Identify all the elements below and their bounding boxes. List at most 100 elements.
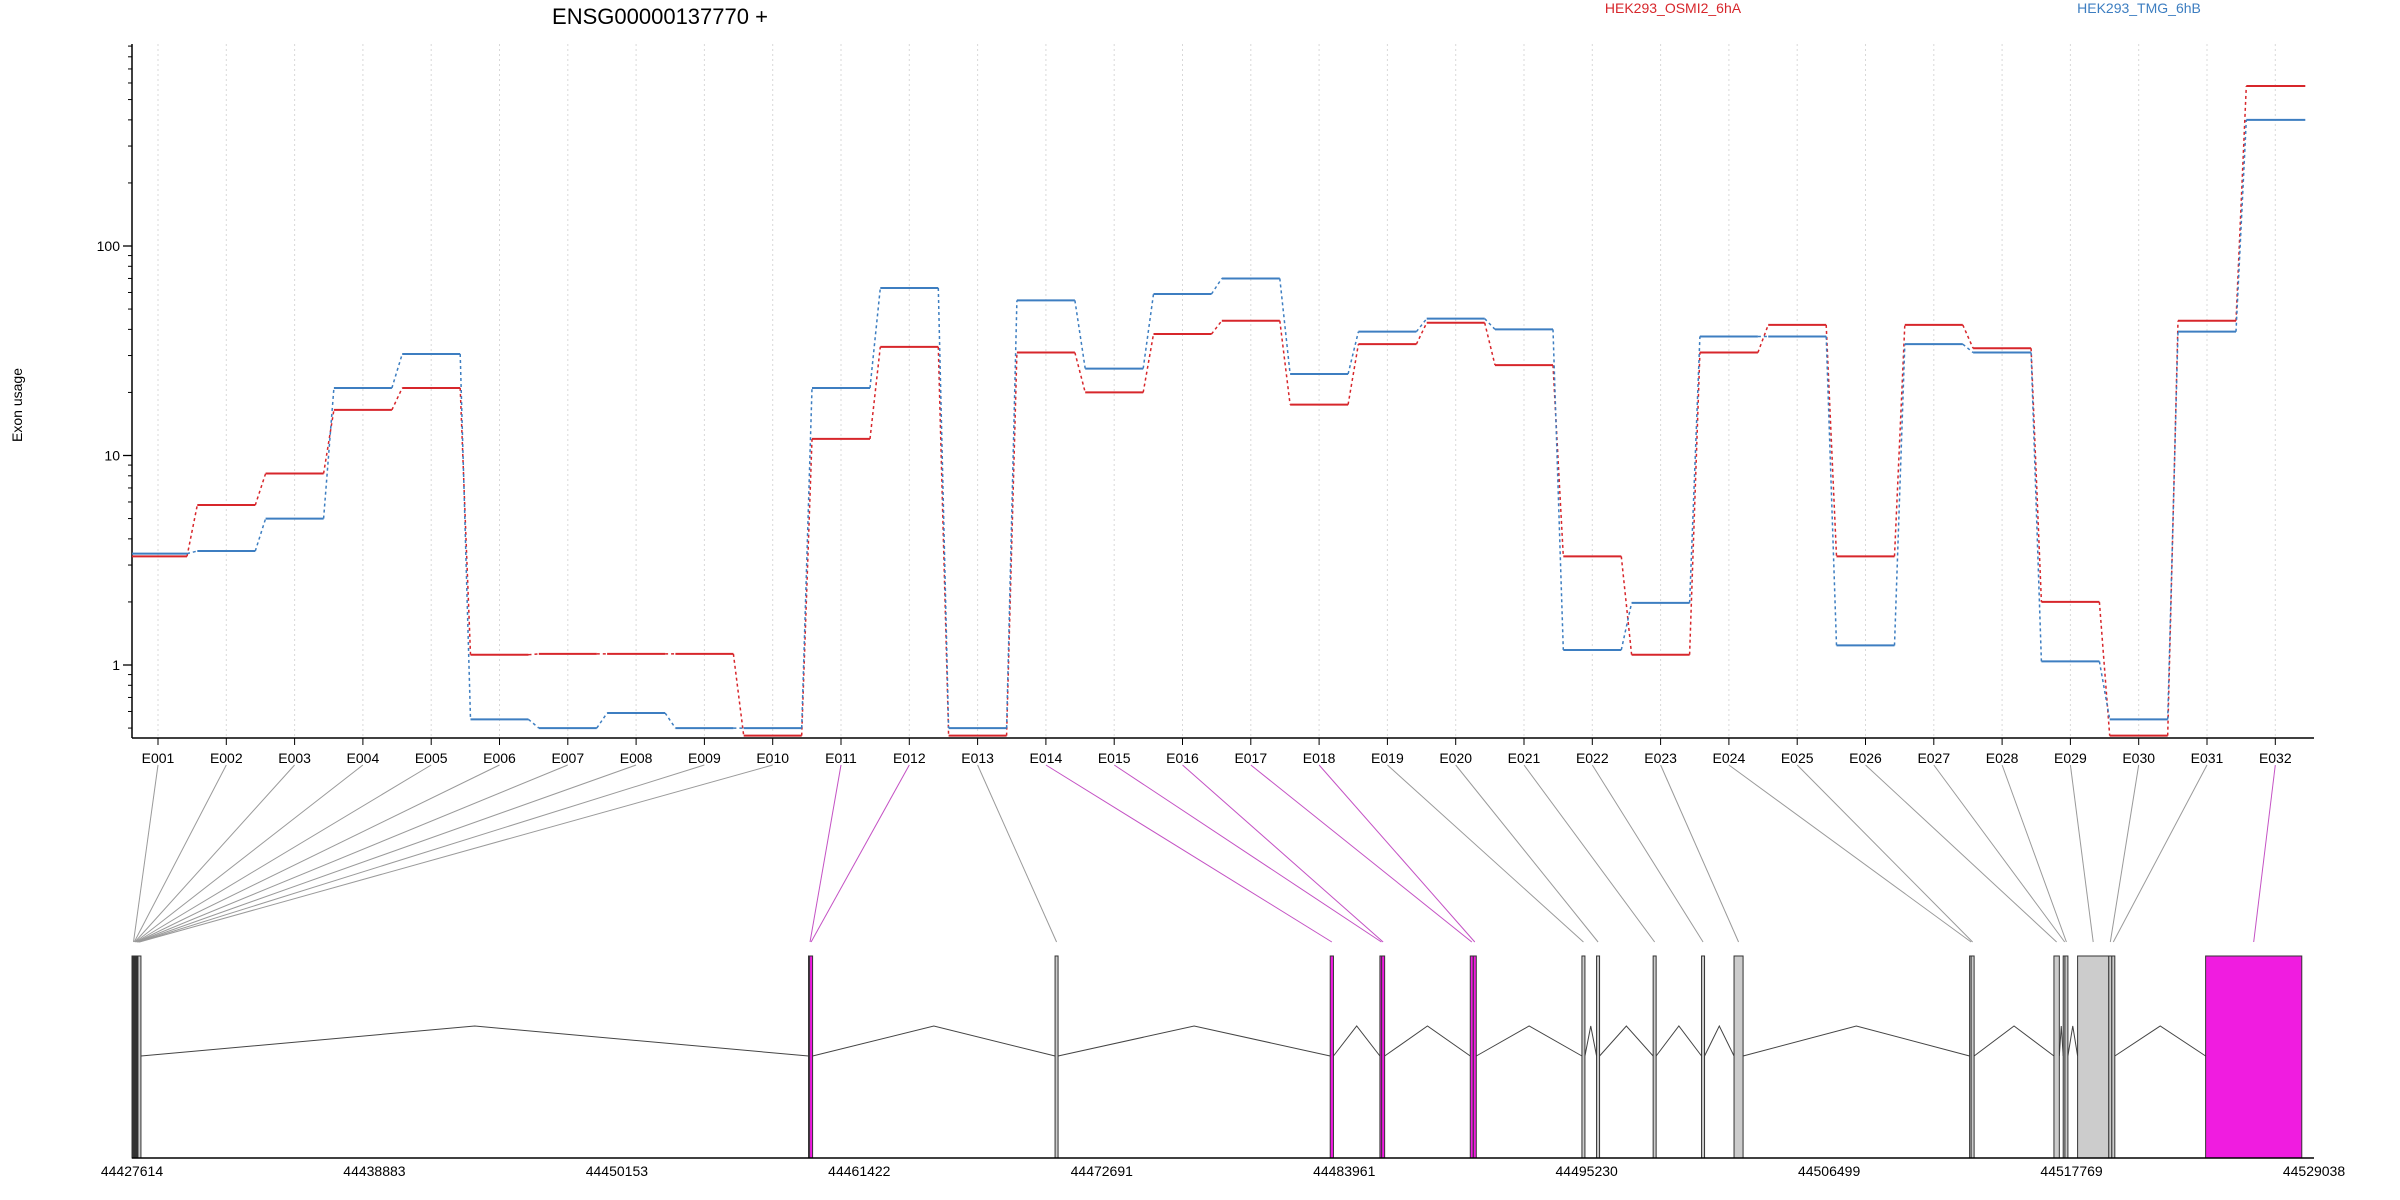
connector-segment [459, 354, 472, 720]
exon-connector [809, 764, 842, 943]
exon-connector [133, 764, 159, 943]
x-tick-label: E022 [1576, 750, 1609, 766]
exon-connector [1387, 764, 1584, 943]
x-tick-label: E010 [756, 750, 789, 766]
genomic-tick-label: 44438883 [343, 1163, 406, 1179]
x-tick-label: E024 [1713, 750, 1746, 766]
exon-connector [1728, 764, 1972, 943]
exon-connector [137, 764, 637, 943]
x-tick-label: E014 [1030, 750, 1063, 766]
exon-connector [1933, 764, 2066, 943]
connector-segment [1210, 320, 1223, 335]
exon-connector [1796, 764, 1973, 943]
exon-connector [139, 764, 773, 943]
exon-connector [2001, 764, 2067, 943]
genomic-tick-label: 44472691 [1071, 1163, 1134, 1179]
x-tick-label: E030 [2122, 750, 2155, 766]
connector-segment [1825, 336, 1838, 646]
x-tick-label: E015 [1098, 750, 1131, 766]
connector-segment [1074, 352, 1086, 393]
connector-segment [1415, 322, 1428, 345]
connector-segment [1142, 293, 1155, 369]
connector-segment [1688, 336, 1701, 603]
exon-connector [1660, 764, 1740, 943]
exon-box [1381, 955, 1386, 1159]
x-tick-label: E018 [1303, 750, 1336, 766]
connector-segment [254, 473, 267, 506]
x-tick-label: E032 [2259, 750, 2292, 766]
intron-line [1333, 1025, 1381, 1057]
connector-segment [322, 409, 335, 474]
y-tick-label: 1 [112, 657, 120, 673]
x-tick-label: E007 [551, 750, 584, 766]
intron-line [812, 1025, 1056, 1057]
connector-segment [937, 346, 950, 736]
connector-segment [1688, 352, 1701, 655]
exon-connector [138, 764, 705, 943]
intron-line [1057, 1025, 1331, 1057]
connector-segment [1074, 300, 1086, 369]
exon-box [1581, 955, 1586, 1159]
exon-connector [134, 764, 295, 943]
connector-segment [1620, 556, 1633, 655]
genomic-tick-label: 44461422 [828, 1163, 891, 1179]
connector-segment [186, 504, 199, 557]
connector-segment [1005, 352, 1018, 736]
exon-connector [2253, 764, 2276, 943]
intron-line [2114, 1025, 2206, 1057]
chart-title: ENSG00000137770 + [552, 4, 768, 29]
connector-segment [800, 438, 813, 736]
exon-box [1733, 955, 1744, 1159]
genomic-tick-label: 44495230 [1556, 1163, 1619, 1179]
exon-connector [135, 764, 432, 943]
exon-connector [1523, 764, 1656, 943]
x-tick-label: E008 [620, 750, 653, 766]
x-tick-label: E026 [1849, 750, 1882, 766]
connector-segment [1757, 324, 1769, 353]
x-tick-label: E029 [2054, 750, 2087, 766]
exon-connector [1113, 764, 1382, 943]
connector-segment [1279, 320, 1291, 405]
intron-line [1973, 1025, 2055, 1057]
exon-box [809, 955, 814, 1159]
connector-segment [1415, 318, 1428, 333]
exon-connector [1455, 764, 1599, 943]
exon-connector [1865, 764, 2057, 943]
exon-connector [2109, 764, 2140, 943]
connector-segment [528, 653, 539, 656]
exon-connector [2112, 764, 2208, 943]
exon-box [1329, 955, 1334, 1159]
connector-segment [1279, 278, 1291, 375]
intron-line [1584, 1025, 1598, 1057]
connector-segment [664, 712, 677, 729]
intron-line [1742, 1025, 1970, 1057]
series-osmi2 [132, 85, 2306, 737]
connector-segment [1962, 343, 1974, 354]
connector-segment [1620, 602, 1633, 651]
x-tick-label: E011 [825, 750, 857, 766]
x-tick-label: E009 [688, 750, 721, 766]
x-tick-label: E002 [210, 750, 243, 766]
exon-connector [2069, 764, 2094, 943]
exon-connector [1318, 764, 1476, 943]
connector-segment [1210, 278, 1223, 295]
x-tick-label: E004 [347, 750, 380, 766]
x-tick-label: E020 [1439, 750, 1472, 766]
exon-box [2064, 955, 2069, 1159]
intron-line [1476, 1025, 1583, 1057]
exon-box [2205, 955, 2303, 1159]
genomic-tick-label: 44506499 [1798, 1163, 1861, 1179]
connector-segment [1005, 300, 1018, 729]
y-tick-label: 100 [97, 238, 121, 254]
y-tick-label: 10 [104, 448, 120, 464]
connector-segment [1484, 318, 1496, 330]
exon-connector [133, 764, 227, 943]
x-tick-label: E012 [893, 750, 926, 766]
intron-line [1704, 1024, 1735, 1057]
exon-connector [1250, 764, 1473, 943]
exon-box [137, 955, 142, 1159]
connector-segment [1347, 331, 1360, 375]
connector-segment [2098, 661, 2111, 720]
x-tick-label: E017 [1234, 750, 1267, 766]
intron-line [140, 1025, 809, 1057]
